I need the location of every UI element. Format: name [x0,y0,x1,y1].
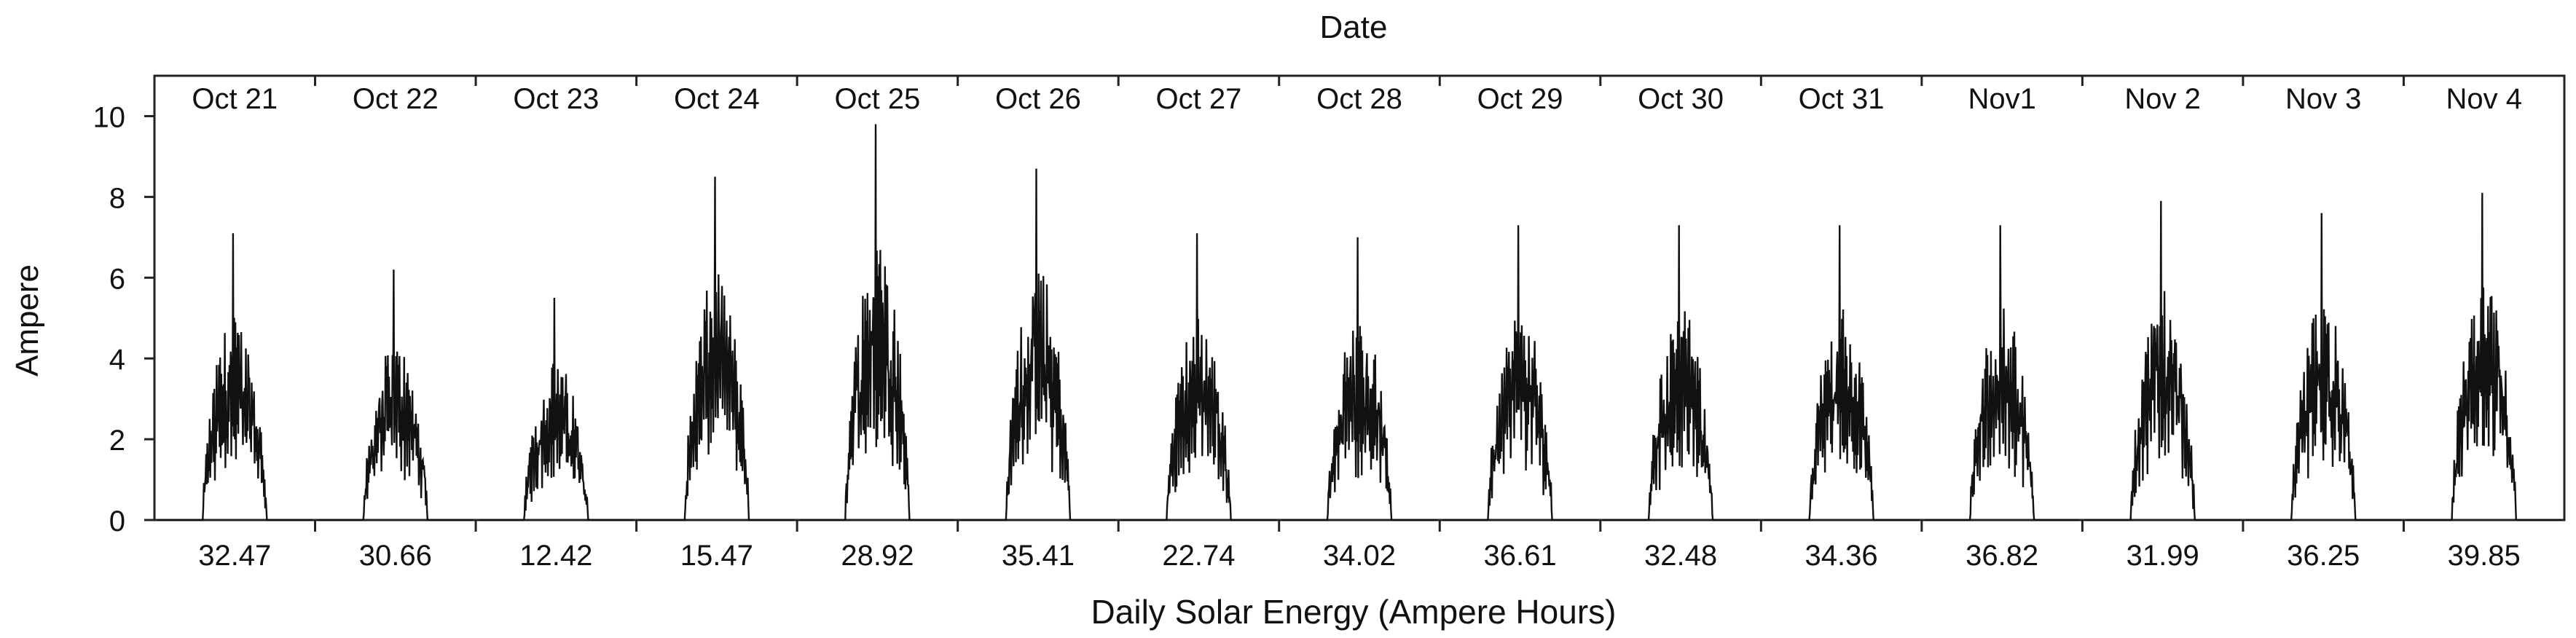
date-label: Nov 2 [2124,83,2201,115]
y-tick-label: 10 [93,101,126,133]
energy-label: 36.25 [2287,540,2360,572]
date-label: Oct 26 [995,83,1081,115]
date-label: Oct 21 [192,83,278,115]
date-label: Oct 23 [513,83,599,115]
date-label: Oct 31 [1799,83,1885,115]
current-trace [1764,225,1919,521]
current-trace [1924,225,2080,521]
energy-label: 39.85 [2448,540,2521,572]
y-tick-label: 4 [109,344,125,376]
y-tick-label: 2 [109,425,125,457]
y-tick-label: 6 [109,263,125,295]
energy-label: 30.66 [359,540,432,572]
energy-label: 36.61 [1483,540,1556,572]
current-trace [2085,200,2240,521]
date-label: Oct 29 [1477,83,1563,115]
current-trace [800,124,955,521]
current-trace [1442,225,1598,521]
energy-label: 32.48 [1644,540,1717,572]
energy-label: 34.36 [1805,540,1878,572]
current-trace [2406,192,2561,521]
date-label: Oct 28 [1316,83,1402,115]
date-label: Nov 3 [2285,83,2362,115]
energy-label: 36.82 [1966,540,2038,572]
x-axis-label: Daily Solar Energy (Ampere Hours) [1091,593,1617,631]
date-label: Oct 22 [353,83,439,115]
current-trace [960,168,1116,521]
chart-title: Date [1320,9,1388,45]
energy-label: 12.42 [519,540,592,572]
y-axis-label: Ampere [9,264,45,377]
current-trace [639,176,795,521]
current-trace [157,233,313,521]
energy-label: 31.99 [2127,540,2199,572]
date-label: Oct 25 [834,83,920,115]
energy-label: 34.02 [1323,540,1396,572]
energy-label: 22.74 [1162,540,1235,572]
energy-label: 35.41 [1002,540,1075,572]
current-trace [2245,213,2401,521]
current-trace [1281,237,1437,521]
energy-label: 32.47 [198,540,271,572]
date-label: Oct 27 [1156,83,1242,115]
current-trace [479,297,634,521]
plot-frame [153,74,2566,521]
date-label: Oct 30 [1638,83,1724,115]
current-trace [1121,233,1276,521]
y-tick-label: 0 [109,505,125,537]
energy-label: 15.47 [680,540,753,572]
date-label: Nov1 [1968,83,2035,115]
date-label: Oct 24 [674,83,760,115]
current-trace [1603,225,1759,521]
date-label: Nov 4 [2446,83,2522,115]
current-trace [318,269,474,521]
energy-label: 28.92 [841,540,914,572]
plot-area: 0 2 4 6 8 10 Oct 21 32.47 Oct 22 30.66 Oct 23 12.42… [93,74,2566,572]
y-tick-label: 8 [109,182,125,214]
